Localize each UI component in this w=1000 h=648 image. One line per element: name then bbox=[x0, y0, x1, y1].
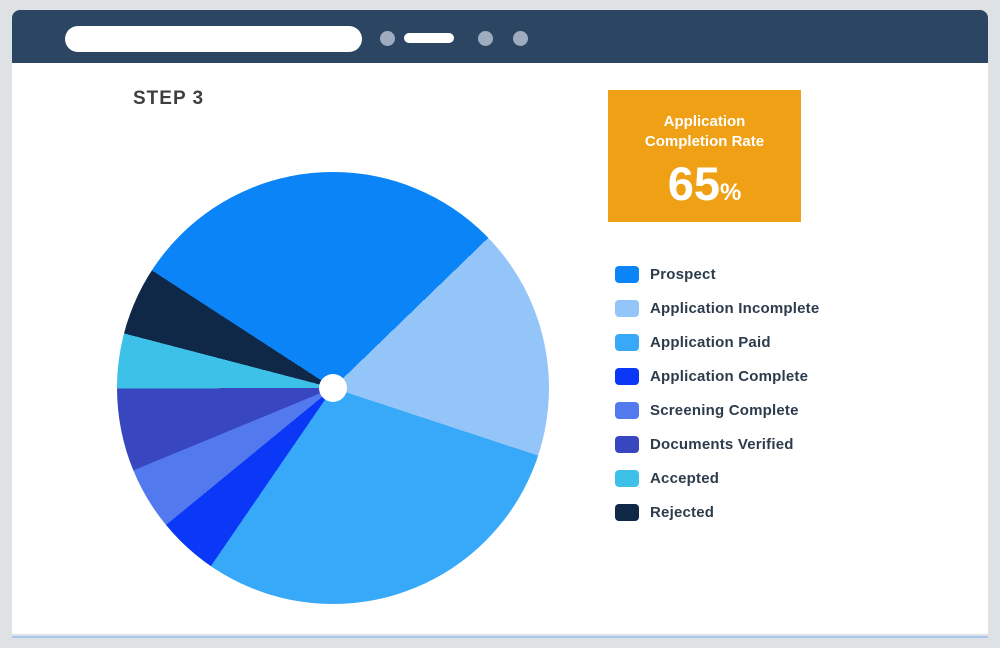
badge-value-number: 65 bbox=[667, 157, 720, 210]
legend-label: Application Complete bbox=[650, 368, 809, 385]
legend-item: Rejected bbox=[615, 504, 819, 521]
legend-item: Application Incomplete bbox=[615, 300, 819, 317]
browser-window: STEP 3 Application Completion Rate 65% P… bbox=[12, 10, 988, 634]
legend-swatch bbox=[615, 402, 639, 419]
legend-swatch bbox=[615, 266, 639, 283]
window-bottom-accent bbox=[12, 636, 988, 638]
legend-label: Rejected bbox=[650, 504, 715, 521]
page-content: STEP 3 Application Completion Rate 65% P… bbox=[12, 63, 988, 634]
legend-item: Application Paid bbox=[615, 334, 819, 351]
legend-item: Documents Verified bbox=[615, 436, 819, 453]
legend-label: Application Incomplete bbox=[650, 300, 820, 317]
chrome-dot-icon bbox=[380, 31, 395, 46]
legend-item: Accepted bbox=[615, 470, 819, 487]
address-bar[interactable] bbox=[65, 26, 362, 52]
badge-value: 65% bbox=[608, 160, 801, 207]
completion-badge: Application Completion Rate 65% bbox=[608, 90, 801, 222]
legend-item: Screening Complete bbox=[615, 402, 819, 419]
chrome-dot-icon bbox=[478, 31, 493, 46]
legend-item: Application Complete bbox=[615, 368, 819, 385]
legend-label: Application Paid bbox=[650, 334, 771, 351]
legend-swatch bbox=[615, 368, 639, 385]
legend-label: Documents Verified bbox=[650, 436, 794, 453]
legend-label: Screening Complete bbox=[650, 402, 799, 419]
legend-label: Accepted bbox=[650, 470, 720, 487]
legend-swatch bbox=[615, 300, 639, 317]
badge-percent-sign: % bbox=[719, 179, 742, 206]
legend-label: Prospect bbox=[650, 266, 716, 283]
badge-title: Application Completion Rate bbox=[644, 113, 765, 150]
legend-swatch bbox=[615, 504, 639, 521]
legend-item: Prospect bbox=[615, 266, 819, 283]
chrome-menu-pill-icon bbox=[404, 33, 454, 43]
legend-swatch bbox=[615, 470, 639, 487]
pie-center-dot bbox=[319, 374, 347, 402]
legend-swatch bbox=[615, 436, 639, 453]
legend-swatch bbox=[615, 334, 639, 351]
step-title: STEP 3 bbox=[133, 88, 205, 109]
browser-chrome-bar bbox=[12, 10, 988, 63]
chrome-dot-icon bbox=[513, 31, 528, 46]
legend: Prospect Application Incomplete Applicatio… bbox=[615, 266, 819, 521]
